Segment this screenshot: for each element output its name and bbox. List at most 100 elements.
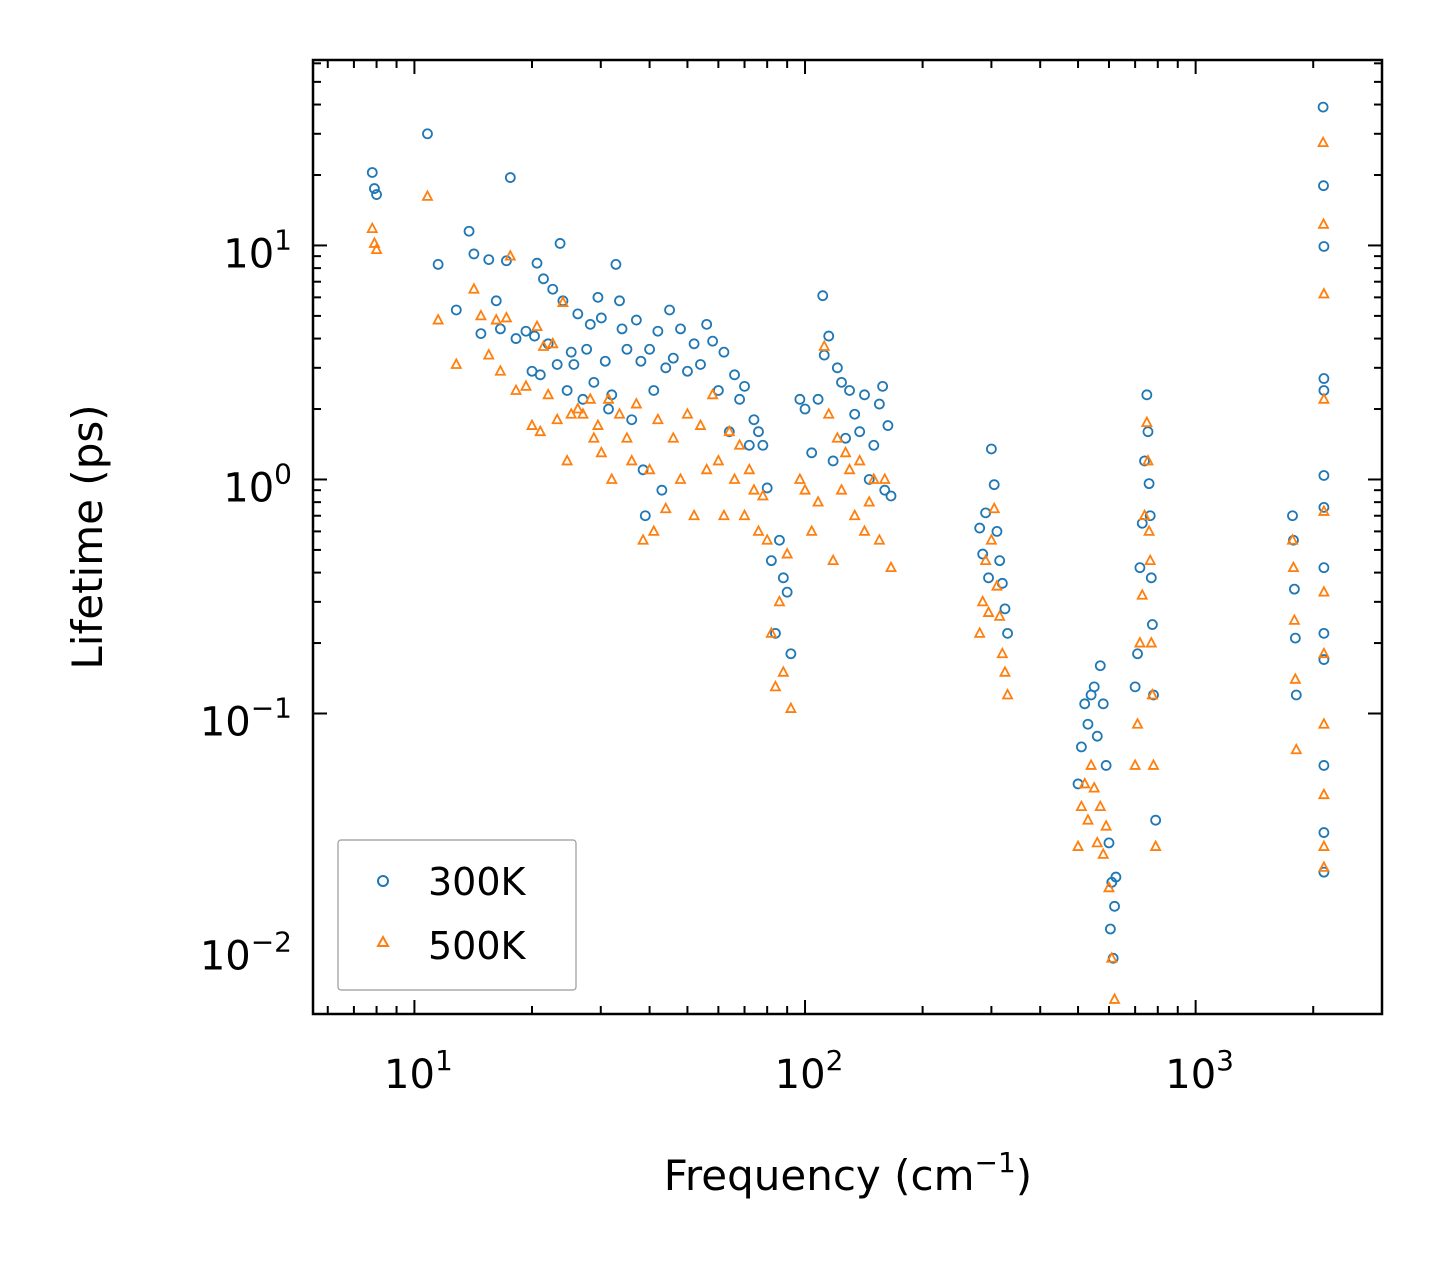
point-300k: [836, 376, 847, 388]
point-500k: [996, 646, 1009, 659]
point-500k: [1317, 392, 1330, 404]
point-500k: [630, 397, 643, 409]
point-500k: [1108, 992, 1121, 1004]
point-300k: [568, 359, 580, 370]
point-300k: [994, 555, 1006, 567]
point-300k: [644, 343, 655, 355]
point-500k: [863, 495, 876, 507]
point-300k: [799, 403, 811, 415]
point-500k: [576, 407, 589, 419]
point-500k: [613, 407, 626, 419]
point-500k: [1317, 717, 1330, 729]
point-500k: [752, 524, 765, 536]
point-500k: [784, 701, 797, 713]
point-300k: [873, 398, 885, 410]
point-500k: [510, 383, 522, 395]
point-300k: [985, 443, 997, 455]
point-500k: [1287, 560, 1300, 573]
point-300k: [1104, 923, 1116, 935]
point-500k: [504, 249, 517, 261]
point-300k: [510, 333, 522, 344]
legend-marker-300k: [377, 875, 389, 887]
point-300k: [1129, 681, 1141, 693]
y-tick-label: 101: [223, 223, 292, 277]
point-500k: [500, 311, 513, 323]
point-300k: [770, 627, 781, 639]
point-500k: [587, 431, 600, 443]
point-500k: [723, 424, 736, 437]
point-500k: [1102, 880, 1115, 893]
point-300k: [1287, 510, 1298, 522]
point-300k: [753, 426, 764, 438]
point-300k: [1318, 470, 1330, 481]
point-300k: [999, 603, 1011, 615]
point-300k: [885, 490, 897, 502]
point-500k: [534, 424, 547, 437]
point-300k: [844, 385, 855, 396]
point-500k: [1085, 758, 1098, 770]
point-500k: [1131, 717, 1144, 729]
point-300k: [1002, 627, 1013, 639]
point-300k: [450, 304, 462, 316]
point-300k: [707, 335, 719, 347]
point-500k: [625, 454, 638, 466]
point-500k: [1100, 819, 1113, 831]
point-500k: [728, 472, 741, 484]
point-500k: [747, 483, 760, 495]
point-500k: [781, 547, 794, 559]
point-300k: [988, 479, 1000, 491]
point-500k: [848, 508, 861, 521]
point-300k: [739, 380, 750, 392]
point-500k: [1140, 415, 1153, 427]
point-500k: [1317, 860, 1330, 872]
point-300k: [1109, 900, 1120, 912]
point-500k: [694, 418, 707, 430]
point-500k: [700, 462, 713, 475]
point-500k: [773, 594, 786, 607]
point-500k: [1143, 524, 1156, 536]
point-500k: [793, 472, 806, 484]
point-500k: [1144, 553, 1157, 566]
point-300k: [475, 328, 487, 340]
point-300k: [1318, 654, 1330, 665]
point-300k: [630, 314, 642, 326]
point-300k: [531, 257, 543, 269]
point-300k: [1318, 180, 1329, 192]
point-500k: [1145, 636, 1158, 648]
point-300k: [584, 318, 596, 330]
point-300k: [1318, 373, 1330, 384]
point-300k: [817, 290, 829, 302]
point-500k: [878, 472, 891, 484]
point-500k: [756, 489, 769, 501]
point-500k: [858, 524, 871, 536]
point-300k: [1142, 426, 1154, 438]
point-500k: [712, 454, 725, 466]
point-300k: [734, 393, 746, 405]
legend-label-500k: 500K: [428, 924, 527, 968]
point-300k: [761, 482, 773, 494]
point-300k: [599, 355, 611, 367]
point-500k: [467, 282, 480, 294]
point-300k: [688, 338, 700, 350]
point-300k: [1100, 760, 1112, 771]
point-500k: [765, 626, 778, 638]
minor-ticks: [313, 60, 1383, 1014]
point-500k: [1317, 135, 1330, 148]
y-tick-labels: 10−2 10−1 100 101: [200, 223, 292, 979]
point-500k: [620, 431, 633, 443]
point-300k: [366, 167, 378, 178]
x-tick-label: 102: [775, 1044, 844, 1098]
point-300k: [765, 555, 777, 567]
point-500k: [370, 242, 383, 254]
point-300k: [1146, 619, 1158, 630]
point-300k: [592, 291, 604, 303]
point-500k: [1141, 454, 1154, 466]
point-300k: [757, 439, 769, 451]
point-500k: [1317, 217, 1330, 229]
point-500k: [1091, 835, 1104, 848]
point-300k: [1318, 562, 1330, 574]
point-300k: [547, 283, 559, 295]
point-500k: [769, 679, 782, 692]
